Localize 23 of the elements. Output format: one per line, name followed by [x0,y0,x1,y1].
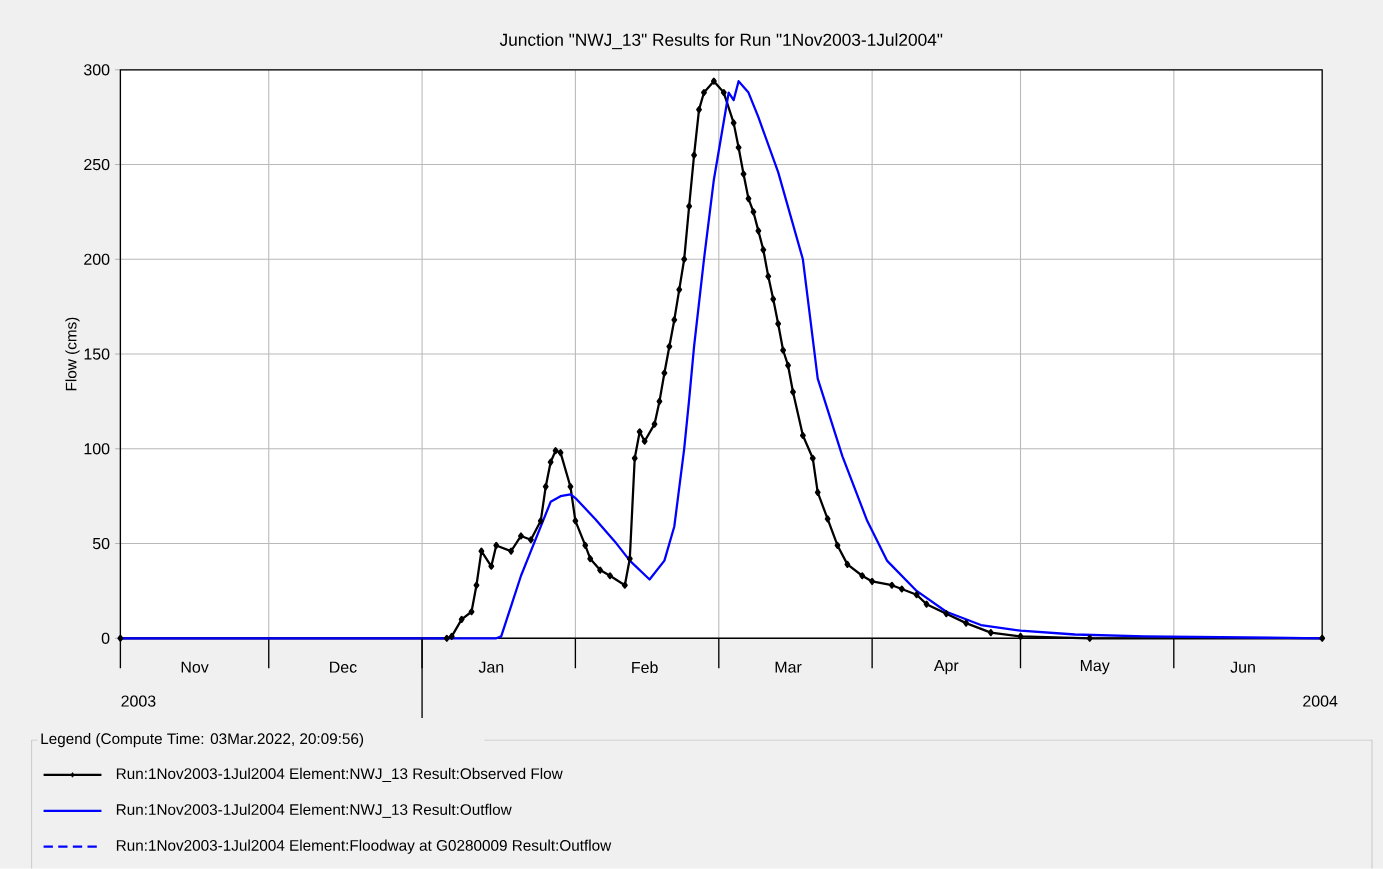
chart-title: Junction "NWJ_13" Results for Run "1Nov2003-1Jul2004" [499,33,943,50]
x-tick-label: Dec [330,661,357,673]
x-tick-label: Nov [181,661,209,673]
legend-title: Legend (Compute Time: 03Mar.2022, 20:09:56) [41,733,364,748]
y-tick-label: 150 [84,348,110,360]
text: 2004 [1303,695,1338,707]
x-tick-label: Feb [632,661,658,674]
x-tick-label: May [1080,660,1110,675]
y-tick-label: 50 [92,538,110,550]
y-tick-label: 300 [83,64,110,76]
y-tick-label: 0 [101,632,110,645]
x-tick-label: Jun [1230,661,1255,673]
legend-label: Run:1Nov2003-1Jul2004 Element:NWJ_13 Result:Outflow [116,803,512,819]
x-tick-label: Apr [933,660,959,675]
legend-label: Run:1Nov2003-1Jul2004 Element:NWJ_13 Result:Observed Flow [116,768,563,783]
y-tick-label: 250 [84,159,110,171]
x-tick-label: Mar [775,661,802,673]
text: 2003 [121,695,156,707]
legend-label: Run:1Nov2003-1Jul2004 Element:Floodway at G0280009 Result:Outflow [116,839,612,855]
x-tick-label: Jan [478,661,504,673]
y-tick-label: 200 [84,253,110,266]
y-axis-title: Flow (cms) [65,317,80,391]
y-tick-label: 100 [84,443,110,455]
